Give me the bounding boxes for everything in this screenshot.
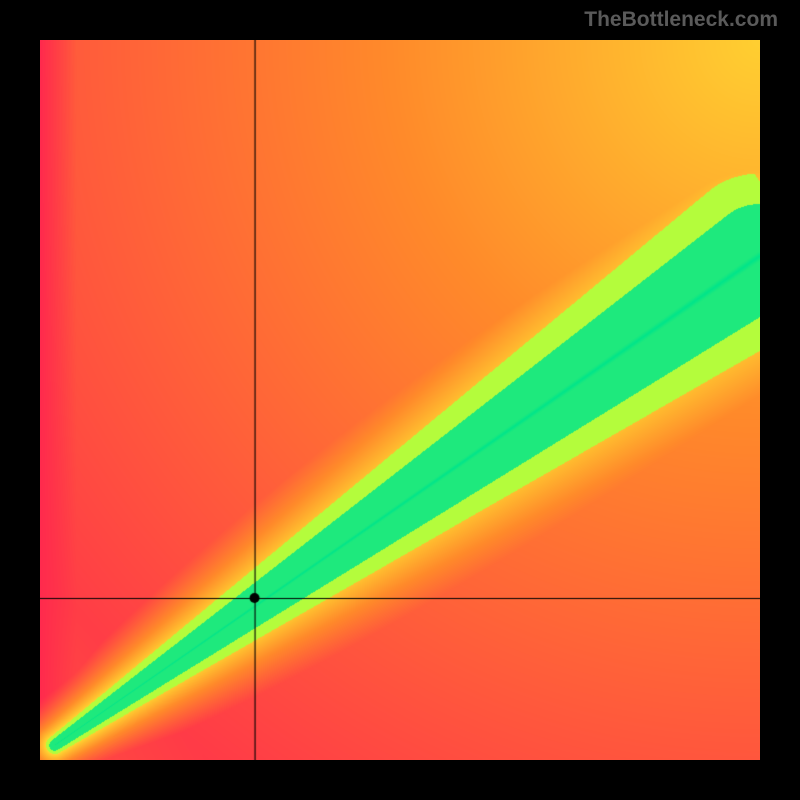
chart-container: TheBottleneck.com <box>0 0 800 800</box>
watermark-text: TheBottleneck.com <box>584 8 778 32</box>
heatmap-plot <box>40 40 760 760</box>
heatmap-canvas <box>40 40 760 760</box>
